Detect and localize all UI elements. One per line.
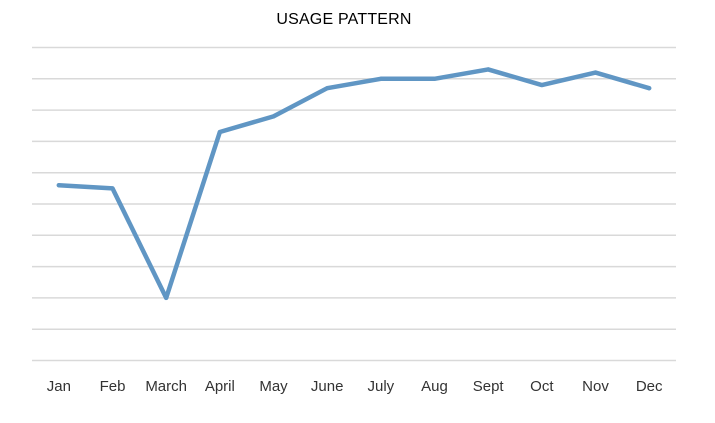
- x-tick-label: Jan: [47, 378, 71, 395]
- data-point-april: [217, 130, 222, 135]
- data-point-nov: [593, 70, 598, 75]
- data-point-jan: [56, 183, 61, 188]
- x-tick-label: July: [367, 378, 394, 395]
- x-tick-label: Feb: [100, 378, 126, 395]
- x-tick-label: Aug: [421, 378, 448, 395]
- chart-title: USAGE PATTERN: [276, 11, 412, 28]
- x-tick-label: Dec: [636, 378, 663, 395]
- data-point-feb: [110, 186, 115, 191]
- x-tick-label: Sept: [473, 378, 505, 395]
- x-tick-label: May: [259, 378, 288, 395]
- data-point-oct: [539, 83, 544, 88]
- data-point-dec: [647, 86, 652, 91]
- data-point-aug: [432, 76, 437, 81]
- gridlines: [32, 46, 676, 362]
- x-axis: Jan Feb March April May June July Aug Sept Oct Nov…: [47, 378, 663, 395]
- data-point-july: [378, 76, 383, 81]
- x-tick-label: Nov: [582, 378, 609, 395]
- series-line: [56, 67, 652, 301]
- x-tick-label: March: [145, 378, 187, 395]
- data-point-sept: [486, 67, 491, 72]
- series-lines: [56, 67, 652, 301]
- data-point-may: [271, 114, 276, 119]
- data-point-march: [164, 295, 169, 300]
- x-tick-label: June: [311, 378, 344, 395]
- x-tick-label: Oct: [530, 378, 554, 395]
- data-point-june: [325, 86, 330, 91]
- x-tick-label: April: [205, 378, 235, 395]
